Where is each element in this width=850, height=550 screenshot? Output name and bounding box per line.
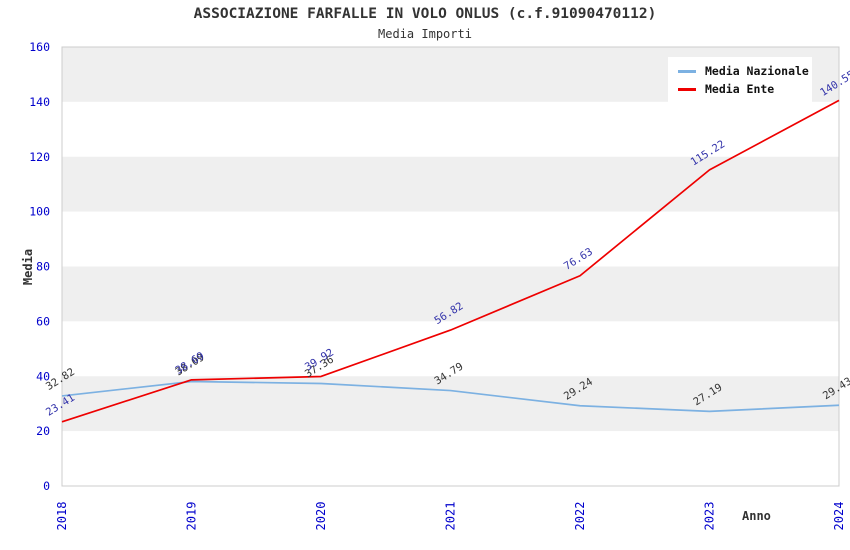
y-tick-label: 160	[29, 40, 50, 54]
legend-item-media-nazionale: Media Nazionale	[678, 64, 812, 78]
media-nazionale-line	[61, 380, 840, 413]
x-tick-label: 2023	[703, 502, 717, 531]
y-tick-label: 80	[36, 260, 50, 274]
y-tick-label: 120	[29, 150, 50, 164]
x-tick-label: 2020	[314, 502, 328, 531]
plot-band	[62, 156, 839, 212]
plot-border	[61, 46, 840, 487]
legend-label-media-nazionale: Media Nazionale	[705, 64, 809, 78]
legend: Media Nazionale Media Ente	[668, 57, 812, 103]
plot-band	[62, 431, 839, 486]
plot-band	[62, 376, 839, 432]
y-tick-label: 140	[29, 95, 50, 109]
plot-band	[62, 101, 839, 157]
y-tick-label: 60	[36, 314, 50, 328]
y-tick-label: 100	[29, 205, 50, 219]
x-tick-label: 2021	[444, 502, 458, 531]
plot-band	[62, 266, 839, 322]
x-tick-label: 2018	[55, 502, 69, 531]
legend-item-media-ente: Media Ente	[678, 82, 812, 96]
x-tick-label: 2019	[185, 502, 199, 531]
plot-band	[62, 211, 839, 267]
x-tick-label: 2022	[573, 502, 587, 531]
media-ente-line-swatch	[678, 87, 696, 91]
y-tick-label: 20	[36, 424, 50, 438]
legend-label-media-ente: Media Ente	[705, 82, 775, 96]
chart-title: ASSOCIAZIONE FARFALLE IN VOLO ONLUS (c.f…	[193, 6, 657, 22]
x-axis-title: Anno	[742, 509, 771, 523]
media-ente-line	[61, 99, 840, 423]
x-tick-label: 2024	[832, 502, 846, 531]
y-tick-label: 0	[43, 479, 50, 493]
chart-subtitle: Media Importi	[378, 27, 472, 41]
media-nazionale-line-swatch	[678, 69, 696, 73]
y-axis-title: Media	[21, 248, 35, 286]
y-tick-label: 40	[36, 369, 50, 383]
